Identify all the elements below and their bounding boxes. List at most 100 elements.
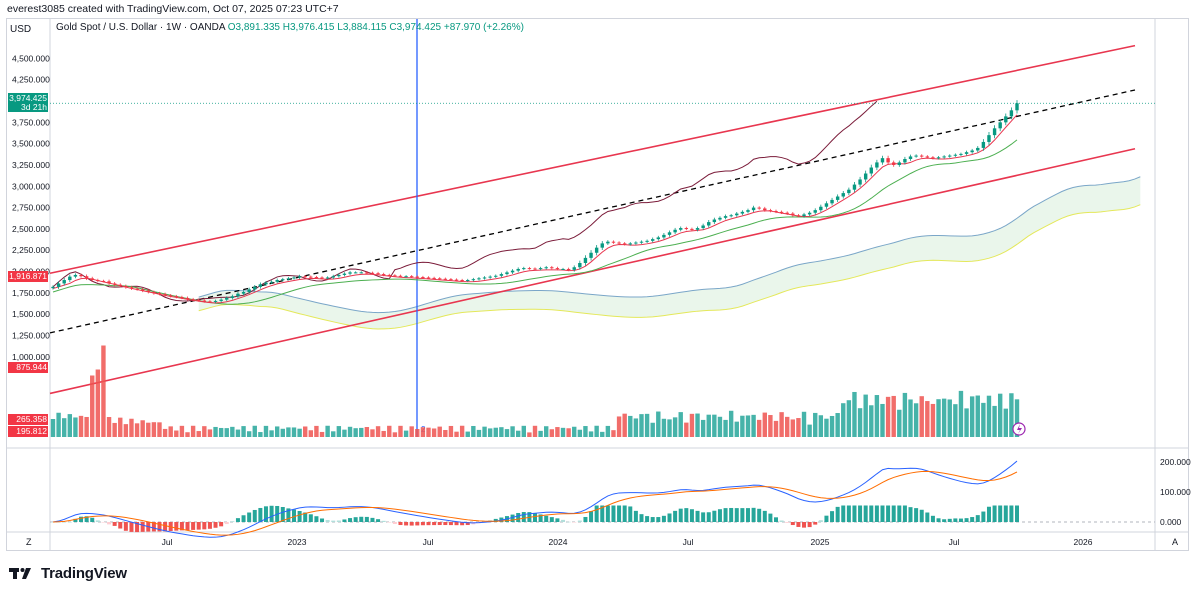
candle-body (634, 242, 638, 244)
macd-hist-bar (757, 508, 762, 522)
volume-bar (594, 425, 599, 437)
currency-label: USD (10, 24, 32, 35)
volume-bar (628, 415, 633, 437)
macd-hist-bar (370, 517, 375, 522)
volume-bar (734, 421, 739, 437)
macd-hist-bar (605, 505, 610, 522)
last-price-tag: 3,974.425 3d 21h (8, 93, 48, 112)
macd-hist-bar (645, 516, 650, 522)
high-value: H3,976.415 (282, 22, 335, 33)
volume-bar (532, 425, 538, 437)
candle-body (813, 210, 817, 213)
candle-body (275, 280, 279, 282)
macd-hist-bar (622, 505, 627, 522)
candle-body (617, 242, 621, 244)
macd-hist-bar (813, 522, 818, 525)
macd-hist-bar (891, 505, 896, 522)
volume-bar (807, 424, 812, 437)
time-tick-label: Jul (949, 537, 960, 547)
volume-bar (829, 415, 835, 437)
corner-label-left[interactable]: Z (26, 537, 32, 547)
volume-bar (538, 430, 543, 437)
price-tick-label: 3,250.000 (12, 160, 50, 170)
volume-bar (331, 431, 336, 437)
candle-body (695, 228, 700, 230)
candle-body (847, 189, 851, 194)
macd-hist-bar (247, 512, 252, 522)
volume-bar (981, 402, 986, 437)
candle-body (303, 276, 307, 278)
candle-body (701, 225, 705, 229)
candle-body (68, 276, 72, 281)
volume-bar (274, 426, 280, 437)
macd-hist-bar (818, 520, 823, 522)
macd-hist-bar (717, 509, 722, 522)
candle-body (219, 299, 223, 301)
candle-body (550, 267, 554, 269)
volume-bar (667, 419, 672, 437)
volume-bar (84, 416, 89, 437)
candle-body (62, 280, 66, 284)
cloud-fill (198, 176, 1141, 329)
volume-bar (297, 428, 302, 437)
macd-hist-bar (751, 507, 756, 522)
ma-fast-line (52, 114, 1018, 304)
macd-hist-bar (947, 518, 952, 522)
corner-label-right[interactable]: A (1172, 537, 1179, 547)
volume-bar (174, 430, 179, 437)
volume-bar (852, 391, 857, 437)
macd-hist-bar (712, 510, 717, 522)
volume-bar (308, 430, 314, 437)
macd-hist-bar (432, 522, 437, 526)
volume-bar (908, 399, 913, 437)
price-tick-label: 1,000.000 (12, 352, 50, 362)
time-tick-label: 2023 (288, 537, 307, 547)
macd-hist-bar (415, 522, 420, 526)
volume-bar (728, 410, 734, 437)
level-tag-4: 195.812 (8, 426, 48, 437)
candle-body (768, 210, 773, 212)
candle-body (992, 128, 997, 136)
volume-bar (342, 429, 347, 437)
candle-body (381, 274, 386, 276)
volume-bar (706, 414, 711, 437)
time-tick-label: Jul (162, 537, 173, 547)
volume-bar (471, 425, 476, 437)
macd-hist-bar (516, 512, 521, 522)
candle-body (477, 278, 481, 280)
volume-bar (134, 423, 140, 437)
price-tick-label: 1,750.000 (12, 288, 50, 298)
candle-body (544, 267, 548, 269)
level-tag-3: 265.358 (8, 414, 48, 425)
volume-bar (762, 412, 767, 437)
candle-body (454, 279, 459, 281)
volume-bar (263, 425, 269, 437)
volume-bar (572, 426, 577, 437)
macd-hist-bar (729, 507, 734, 522)
volume-bar (95, 369, 101, 437)
candle-body (589, 252, 593, 258)
candle-body (679, 228, 683, 230)
macd-hist-bar (661, 515, 666, 522)
candle-body (213, 300, 218, 302)
volume-bar (969, 396, 975, 437)
candle-body (656, 237, 661, 240)
macd-hist-bar (314, 516, 319, 522)
candle-body (751, 207, 756, 211)
macd-hist-bar (460, 522, 465, 526)
candle-body (527, 268, 532, 270)
bar-countdown: 3d 21h (21, 102, 47, 112)
volume-bar (246, 431, 252, 437)
volume-bar (56, 412, 61, 437)
volume-bar (179, 425, 185, 437)
candle-body (572, 267, 576, 270)
candle-body (337, 274, 341, 277)
candle-body (460, 280, 464, 282)
volume-bar (207, 429, 213, 437)
macd-hist-bar (252, 509, 257, 522)
volume-bar (499, 427, 504, 437)
macd-hist-bar (897, 505, 902, 522)
volume-bar (813, 412, 818, 437)
candle-body (342, 273, 347, 275)
